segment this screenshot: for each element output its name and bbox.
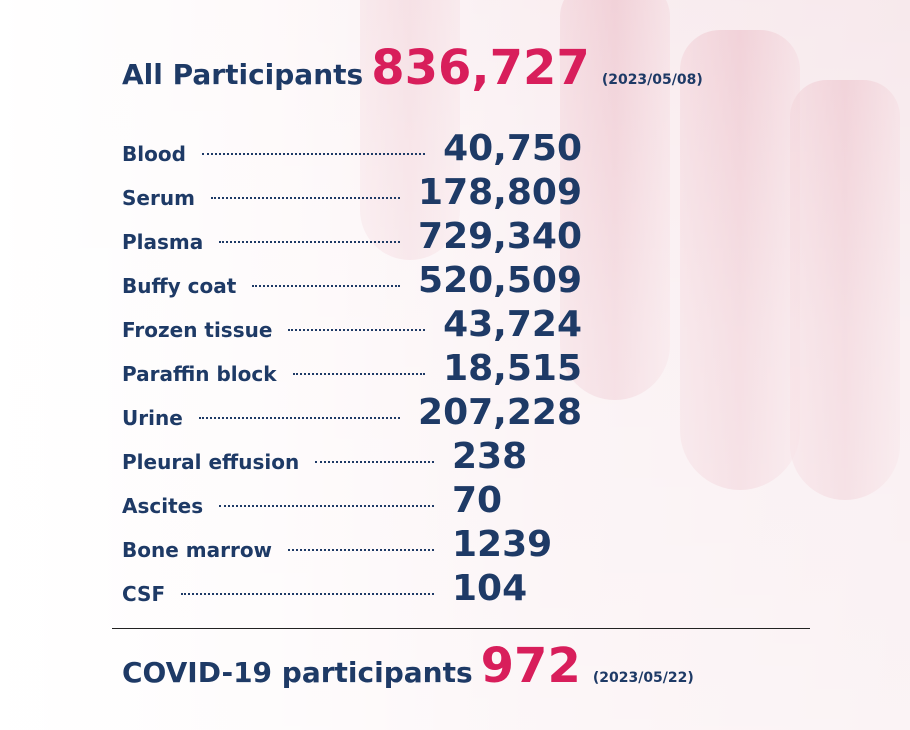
specimen-label: Serum [122,186,195,210]
specimen-label: Frozen tissue [122,318,273,342]
specimen-row: Plasma 729,340 [122,214,582,258]
specimen-row: Urine 207,228 [122,390,582,434]
specimen-row: Serum 178,809 [122,170,582,214]
specimen-label: Urine [122,406,183,430]
specimen-row: Bone marrow 1239 [122,522,582,566]
specimen-label: Bone marrow [122,538,273,562]
specimen-row: Pleural effusion 238 [122,434,582,478]
covid-participants-label: COVID-19 participants [122,656,473,689]
specimen-row: CSF 104 [122,566,582,610]
specimen-label: CSF [122,582,166,606]
specimen-row: Ascites 70 [122,478,582,522]
dotted-leader [210,197,401,199]
covid-participants-count: 972 [480,638,581,694]
covid-participants-date: (2023/05/22) [592,670,694,686]
specimen-row: Blood 40,750 [122,126,582,170]
all-participants-date: (2023/05/08) [601,72,703,88]
specimen-label: Pleural effusion [122,450,300,474]
specimen-count: 207,228 [418,391,582,433]
specimen-row: Frozen tissue 43,724 [122,302,582,346]
specimen-count: 238 [452,435,528,477]
specimen-row: Paraffin block 18,515 [122,346,582,390]
covid-heading: COVID-19 participants 972 (2023/05/22) [122,638,694,698]
specimen-count: 104 [452,567,528,609]
all-participants-heading: All Participants 836,727 (2023/05/08) [122,40,703,100]
all-participants-label: All Participants [122,58,364,91]
specimen-label: Plasma [122,230,204,254]
specimen-count: 70 [452,479,503,521]
dotted-leader [292,373,426,375]
specimen-count: 520,509 [418,259,582,301]
specimen-count: 178,809 [418,171,582,213]
dotted-leader [288,549,434,551]
specimen-count: 40,750 [443,127,582,169]
specimen-label: Blood [122,142,186,166]
dotted-leader [219,505,434,507]
specimen-row: Buffy coat 520,509 [122,258,582,302]
specimen-count: 729,340 [418,215,582,257]
dotted-leader [252,285,401,287]
specimen-count: 18,515 [443,347,582,389]
specimen-label: Buffy coat [122,274,237,298]
dotted-leader [201,153,426,155]
divider [112,628,810,629]
dotted-leader [181,593,434,595]
specimen-label: Ascites [122,494,204,518]
dotted-leader [219,241,401,243]
specimen-label: Paraffin block [122,362,277,386]
specimen-count: 43,724 [443,303,582,345]
specimen-list: Blood 40,750 Serum 178,809 Plasma 729,340 Buff… [122,126,582,610]
specimen-count: 1239 [452,523,553,565]
dotted-leader [288,329,426,331]
dotted-leader [198,417,401,419]
all-participants-count: 836,727 [371,40,590,96]
dotted-leader [315,461,434,463]
